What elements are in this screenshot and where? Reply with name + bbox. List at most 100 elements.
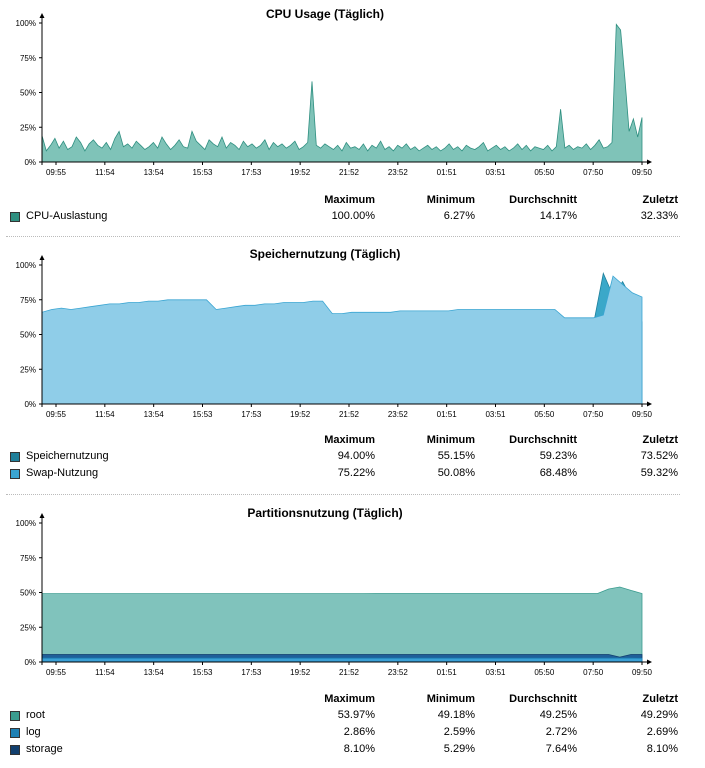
memory-chart: 0% 25% 50% 75% 100% 09:55 11:54 13:54 15:53 17:53…: [16, 255, 653, 419]
x-tick-label: 13:54: [144, 410, 165, 419]
x-tick-label: 01:51: [437, 168, 458, 177]
x-tick-label: 13:54: [144, 168, 165, 177]
memory-chart-panel: Speichernutzung (Täglich) 0% 25% 50% 75% 100…: [0, 242, 705, 492]
x-tick-label: 07:50: [583, 410, 604, 419]
x-tick-label: 07:50: [583, 168, 604, 177]
x-tick-label: 17:53: [241, 668, 262, 677]
chart-title: Partitionsnutzung (Täglich): [247, 506, 403, 520]
legend-swatch: [10, 452, 20, 462]
y-tick-label: 50%: [20, 589, 36, 598]
x-tick-label: 15:53: [192, 410, 213, 419]
stat-value-zuletzt: 32.33%: [640, 210, 678, 222]
legend-row: root 53.97% 49.18% 49.25% 49.29%: [0, 709, 705, 725]
legend-label: Speichernutzung: [26, 450, 109, 462]
legend-swatch: [10, 212, 20, 222]
legend-row: CPU-Auslastung 100.00% 6.27% 14.17% 32.33%: [0, 210, 705, 226]
x-tick-label: 09:50: [632, 668, 653, 677]
partition-chart: 0% 25% 50% 75% 100% 09:55 11:54 13:54 15:53 17:53…: [16, 513, 653, 677]
x-tick-label: 23:52: [388, 410, 409, 419]
x-tick-label: 09:55: [46, 668, 67, 677]
stat-header-durchschnitt: Durchschnitt: [509, 194, 577, 206]
stat-value-maximum: 2.86%: [343, 726, 375, 738]
stat-value-maximum: 75.22%: [337, 467, 375, 479]
stat-value-zuletzt: 49.29%: [640, 709, 678, 721]
stat-value-minimum: 55.15%: [437, 450, 475, 462]
y-axis-arrow: [39, 13, 45, 18]
x-tick-label: 07:50: [583, 668, 604, 677]
cpu-chart: 0% 25% 50% 75% 100% 09:55 11:54 13:54 15:53 17:53…: [16, 13, 653, 177]
cpu-stats-table: Maximum Minimum Durchschnitt Zuletzt CPU-Aus…: [0, 194, 705, 230]
y-tick-label: 100%: [16, 261, 36, 270]
y-tick-label: 25%: [20, 365, 36, 374]
x-tick-label: 09:50: [632, 168, 653, 177]
x-tick-label: 19:52: [290, 668, 311, 677]
legend-label: log: [26, 726, 41, 738]
chart-title: CPU Usage (Täglich): [265, 7, 385, 21]
stat-value-zuletzt: 59.32%: [640, 467, 678, 479]
legend-swatch: [10, 728, 20, 738]
stat-value-maximum: 53.97%: [337, 709, 375, 721]
legend-label: storage: [26, 743, 63, 755]
stat-value-zuletzt: 2.69%: [646, 726, 678, 738]
x-tick-label: 09:50: [632, 410, 653, 419]
stat-value-zuletzt: 8.10%: [646, 743, 678, 755]
x-tick-label: 21:52: [339, 410, 360, 419]
x-tick-label: 21:52: [339, 668, 360, 677]
stat-header-durchschnitt: Durchschnitt: [509, 434, 577, 446]
chart-title: Speichernutzung (Täglich): [249, 247, 401, 261]
x-tick-label: 03:51: [485, 168, 506, 177]
cpu-chart-panel: CPU Usage (Täglich) 0% 25% 50% 75% 100% 09:55…: [0, 0, 705, 232]
x-tick-label: 03:51: [485, 668, 506, 677]
x-tick-label: 03:51: [485, 410, 506, 419]
y-tick-label: 50%: [20, 331, 36, 340]
series-area-root: [41, 586, 643, 663]
y-tick-label: 0%: [24, 158, 36, 167]
y-tick-label: 0%: [24, 400, 36, 409]
x-tick-label: 05:50: [534, 410, 555, 419]
y-tick-label: 50%: [20, 89, 36, 98]
stat-header-minimum: Minimum: [426, 194, 475, 206]
y-axis-arrow: [39, 513, 45, 518]
stat-value-durchschnitt: 7.64%: [545, 743, 577, 755]
stat-value-minimum: 5.29%: [443, 743, 475, 755]
y-tick-label: 25%: [20, 623, 36, 632]
stat-header-minimum: Minimum: [426, 434, 475, 446]
y-tick-label: 75%: [20, 554, 36, 563]
x-tick-label: 15:53: [192, 168, 213, 177]
stat-value-durchschnitt: 59.23%: [539, 450, 577, 462]
partition-stats-table: Maximum Minimum Durchschnitt Zuletzt root 53.…: [0, 693, 705, 759]
stat-value-minimum: 2.59%: [443, 726, 475, 738]
legend-label: root: [26, 709, 45, 721]
stat-value-durchschnitt: 49.25%: [539, 709, 577, 721]
legend-label: Swap-Nutzung: [26, 467, 99, 479]
stat-header-maximum: Maximum: [324, 194, 375, 206]
stat-value-durchschnitt: 2.72%: [545, 726, 577, 738]
y-axis-arrow: [39, 255, 45, 260]
partition-chart-panel: Partitionsnutzung (Täglich) 0% 25% 50% 75% 1…: [0, 500, 705, 768]
x-tick-label: 11:54: [95, 410, 115, 419]
legend-row: Speichernutzung 94.00% 55.15% 59.23% 73.52%: [0, 450, 705, 466]
y-tick-label: 25%: [20, 123, 36, 132]
separator: [6, 236, 680, 237]
stat-value-maximum: 8.10%: [343, 743, 375, 755]
legend-row: log 2.86% 2.59% 2.72% 2.69%: [0, 726, 705, 742]
x-tick-label: 13:54: [144, 668, 165, 677]
x-tick-label: 15:53: [192, 668, 213, 677]
stat-header-durchschnitt: Durchschnitt: [509, 693, 577, 705]
y-tick-label: 100%: [16, 19, 36, 28]
x-tick-label: 17:53: [241, 410, 262, 419]
x-axis-arrow: [647, 659, 652, 665]
x-tick-label: 09:55: [46, 168, 67, 177]
x-axis-arrow: [647, 159, 652, 165]
stat-value-maximum: 94.00%: [337, 450, 375, 462]
stat-header-maximum: Maximum: [324, 693, 375, 705]
legend-swatch: [10, 469, 20, 479]
y-tick-label: 75%: [20, 54, 36, 63]
legend-swatch: [10, 711, 20, 721]
x-axis-arrow: [647, 401, 652, 407]
y-tick-label: 75%: [20, 296, 36, 305]
x-tick-label: 11:54: [95, 668, 115, 677]
stat-value-maximum: 100.00%: [331, 210, 375, 222]
x-tick-label: 05:50: [534, 168, 555, 177]
series-area-log: [41, 657, 643, 663]
